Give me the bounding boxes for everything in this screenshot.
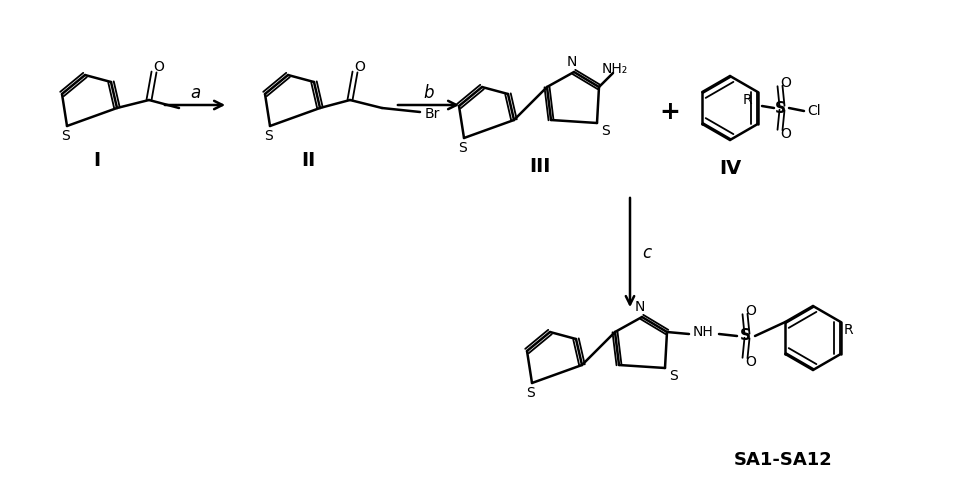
Text: O: O (746, 355, 757, 369)
Text: III: III (529, 158, 551, 176)
Text: S: S (601, 124, 610, 138)
Text: O: O (746, 304, 757, 318)
Text: II: II (301, 151, 316, 169)
Text: Br: Br (424, 107, 440, 121)
Text: SA1-SA12: SA1-SA12 (734, 451, 832, 469)
Text: R: R (743, 93, 753, 107)
Text: S: S (525, 386, 534, 400)
Text: O: O (355, 60, 366, 74)
Text: R: R (844, 323, 854, 337)
Text: S: S (61, 129, 70, 143)
Text: S: S (774, 101, 786, 115)
Text: S: S (264, 129, 272, 143)
Text: I: I (93, 151, 101, 169)
Text: O: O (154, 60, 165, 74)
Text: S: S (668, 369, 677, 383)
Text: IV: IV (719, 159, 741, 178)
Text: N: N (635, 300, 645, 314)
Text: c: c (642, 244, 651, 262)
Text: O: O (780, 76, 792, 90)
Text: S: S (458, 141, 466, 155)
Text: b: b (423, 84, 434, 102)
Text: NH₂: NH₂ (602, 62, 628, 76)
Text: S: S (740, 328, 751, 344)
Text: Cl: Cl (808, 104, 821, 118)
Text: NH: NH (693, 325, 713, 339)
Text: N: N (566, 55, 577, 69)
Text: O: O (780, 127, 792, 141)
Text: a: a (190, 84, 200, 102)
Text: +: + (660, 100, 680, 124)
